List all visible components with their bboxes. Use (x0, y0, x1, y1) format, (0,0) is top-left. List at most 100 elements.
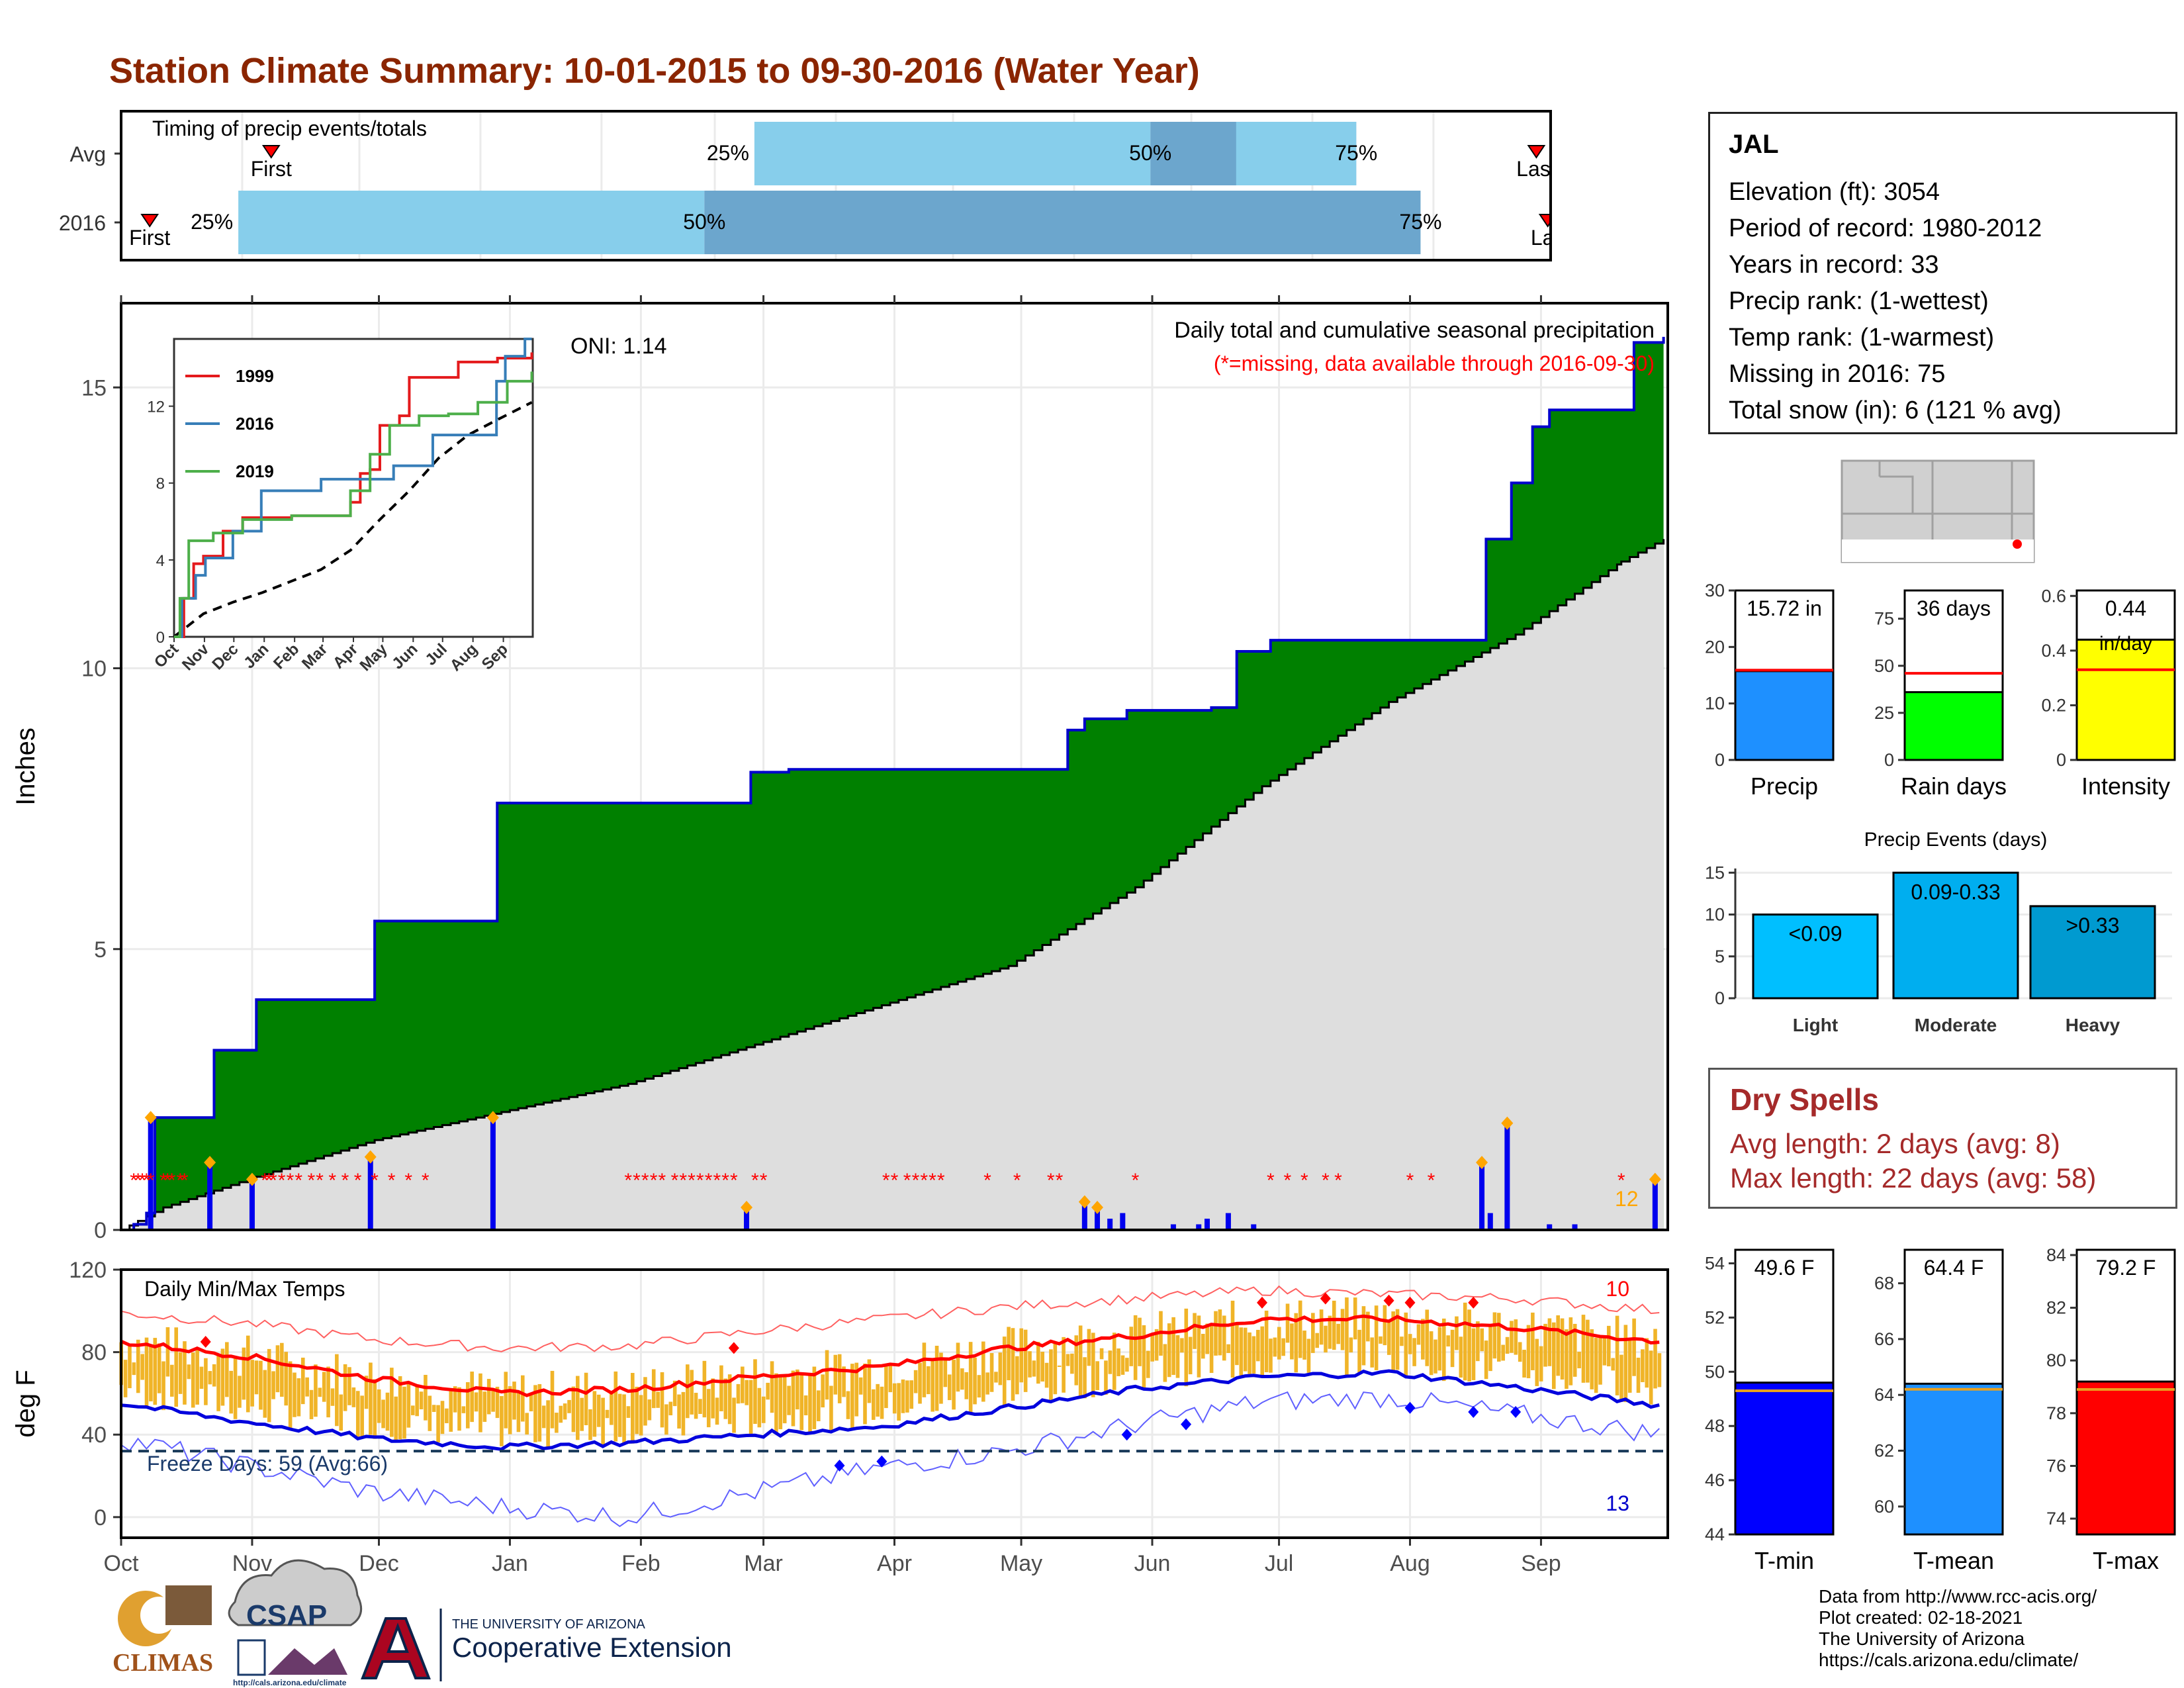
daily-temp-bar (1302, 1331, 1306, 1360)
daily-temp-bar (343, 1364, 347, 1411)
mini-bar-t-mean (1903, 1382, 2004, 1536)
daily-temp-bar (465, 1382, 470, 1429)
daily-temp-bar (351, 1387, 356, 1407)
daily-temp-bar (1214, 1311, 1218, 1356)
daily-temp-bar (1120, 1355, 1125, 1375)
last-marker (1527, 145, 1546, 159)
daily-temp-bar (1598, 1336, 1602, 1385)
daily-temp-bar (715, 1397, 719, 1425)
mini-ytick-label: 80 (2046, 1350, 2066, 1370)
daily-temp-bar (1171, 1317, 1175, 1376)
daily-temp-bar (672, 1380, 677, 1407)
mini-value-unit: in/day (2099, 633, 2152, 655)
daily-temp-bar (1459, 1336, 1463, 1378)
footer-url: https://cals.arizona.edu/climate/ (1819, 1650, 2079, 1670)
missing-day-star: * (633, 1170, 641, 1192)
daily-temp-bar (749, 1380, 753, 1434)
daily-temp-bar (259, 1360, 263, 1410)
first-label: First (129, 226, 170, 250)
daily-temp-bar (892, 1383, 897, 1414)
mini-ytick-label: 0.2 (2041, 695, 2066, 715)
daily-temp-bar (355, 1391, 360, 1438)
event-bar-label: <0.09 (1789, 922, 1843, 946)
daily-temp-bar (373, 1379, 377, 1439)
station-info-box: JAL Elevation (ft): 3054 Period of recor… (1708, 112, 2177, 434)
record-diamond (364, 1150, 377, 1164)
daily-temp-bar (1400, 1336, 1404, 1346)
daily-temp-bar (1193, 1313, 1197, 1349)
events-ytick-label: 5 (1715, 947, 1725, 966)
daily-temp-bar (410, 1405, 415, 1415)
month-label: Apr (877, 1551, 912, 1576)
station-temp-rank: Temp rank: (1-warmest) (1729, 324, 1995, 352)
footer-created: Plot created: 02-18-2021 (1819, 1607, 2023, 1628)
missing-day-star: * (920, 1170, 928, 1192)
missing-day-star: * (1132, 1170, 1140, 1192)
daily-temp-bar (1264, 1310, 1269, 1372)
csap-url: http://cals.arizona.edu/climate (233, 1678, 347, 1687)
daily-temp-bar (1379, 1336, 1383, 1344)
missing-day-star: * (1406, 1170, 1414, 1192)
inset-legend-label: 2019 (236, 461, 274, 481)
daily-temp-bar (238, 1376, 242, 1408)
daily-temp-bar (1623, 1325, 1628, 1403)
daily-temp-bar (453, 1386, 457, 1413)
mini-bar-t-max (2075, 1380, 2176, 1536)
daily-temp-bar (1083, 1357, 1087, 1399)
daily-temp-bar (486, 1379, 491, 1415)
missing-day-star: * (658, 1170, 666, 1192)
daily-temp-bar (1057, 1365, 1062, 1367)
freeze-days-label: Freeze Days: 59 (Avg:66) (147, 1452, 388, 1476)
daily-temp-bar (520, 1375, 525, 1422)
daily-temp-bar (686, 1364, 690, 1419)
daily-temp-bar (1551, 1322, 1556, 1389)
daily-temp-bar (364, 1376, 369, 1409)
mini-bar-rain-days (1903, 691, 2004, 761)
daily-temp-bar (576, 1376, 580, 1440)
daily-temp-bar (842, 1366, 846, 1397)
daily-precip-bar (367, 1156, 373, 1230)
missing-day-star: * (760, 1170, 768, 1192)
daily-temp-bar (989, 1353, 994, 1392)
missing-day-star: * (679, 1170, 687, 1192)
missing-day-star: * (138, 1170, 146, 1192)
station-missing: Missing in 2016: 75 (1729, 360, 1946, 388)
mini-ytick-label: 50 (1705, 1362, 1725, 1382)
missing-day-star: * (278, 1170, 286, 1192)
daily-temp-bar (825, 1350, 829, 1400)
record-high-marker (1383, 1294, 1394, 1307)
record-low-marker (1468, 1405, 1479, 1418)
timing-row-label: Avg (69, 142, 106, 166)
daily-temp-bar (909, 1380, 914, 1409)
mini-category-label: T-mean (1913, 1547, 1994, 1574)
station-location-dot (2013, 539, 2022, 549)
daily-temp-bar (1269, 1338, 1273, 1373)
daily-temp-bar (229, 1370, 234, 1414)
daily-temp-bar (922, 1342, 927, 1397)
daily-temp-bar (939, 1352, 943, 1404)
daily-temp-bar (170, 1364, 174, 1397)
record-diamond (1501, 1116, 1514, 1130)
daily-temp-bar (322, 1372, 326, 1402)
daily-temp-bar (1125, 1358, 1129, 1372)
month-label: Jul (1265, 1551, 1293, 1576)
daily-temp-bar (377, 1389, 381, 1423)
daily-temp-bar (1641, 1349, 1645, 1382)
mini-ytick-label: 50 (1874, 656, 1894, 676)
daily-temp-bar (144, 1337, 149, 1407)
temp-summary-bars: 44 46 48 50 52 54 49.6 F T-min 60 62 64 66 68 64.4 F T… (1705, 1245, 2176, 1574)
daily-temp-bar (326, 1366, 330, 1418)
missing-day-star: * (650, 1170, 658, 1192)
month-label: Dec (359, 1551, 398, 1576)
missing-day-star: * (937, 1170, 945, 1192)
daily-temp-bar (622, 1394, 626, 1444)
mini-ytick-label: 0.4 (2041, 641, 2066, 661)
timing-percent-label: 75% (1399, 210, 1441, 234)
daily-temp-bar (1560, 1318, 1565, 1380)
daily-temp-bar (482, 1391, 487, 1422)
daily-temp-bar (1154, 1329, 1159, 1361)
daily-temp-bar (1450, 1329, 1455, 1368)
daily-temp-bar (719, 1365, 723, 1411)
daily-temp-bar (897, 1383, 901, 1421)
